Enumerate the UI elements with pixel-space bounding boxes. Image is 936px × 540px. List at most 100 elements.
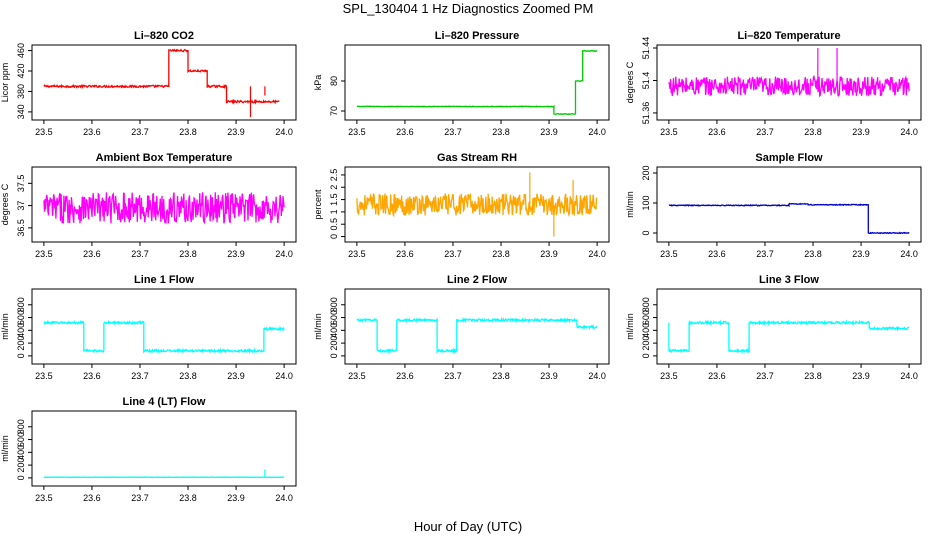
- x-tick-label: 23.9: [227, 249, 245, 259]
- y-tick-label: 400: [16, 445, 26, 460]
- x-tick-label: 23.5: [35, 493, 53, 503]
- chart-panel-9: Line 3 Flow 23.5 23.6 23.7 23.8 23.9 24.0 0 2004…: [625, 274, 922, 381]
- y-tick-label: 2: [329, 185, 339, 190]
- x-tick-label: 23.7: [756, 249, 774, 259]
- x-tick-label: 23.6: [83, 249, 101, 259]
- x-tick-label: 24.0: [900, 371, 918, 381]
- y-tick-label: 800: [329, 297, 339, 312]
- y-axis-label: percent: [313, 189, 323, 220]
- x-tick-label: 23.7: [131, 249, 149, 259]
- panel-title: Li–820 Temperature: [737, 30, 840, 42]
- plot-frame: [31, 166, 297, 243]
- y-tick-label: 200: [641, 336, 651, 351]
- panel-title: Line 3 Flow: [759, 274, 819, 286]
- y-tick-label: 600: [16, 432, 26, 447]
- chart-panel-3: Li–820 Temperature 23.5 23.6 23.7 23.8 23.9 24…: [625, 30, 922, 137]
- chart-panel-4: Ambient Box Temperature 23.5 23.6 23.7 23.8 2…: [0, 152, 297, 259]
- x-tick-label: 23.7: [131, 493, 149, 503]
- chart-panel-2: Li–820 Pressure 23.5 23.6 23.7 23.8 23.9 24.0 7…: [313, 30, 610, 137]
- x-tick-label: 23.5: [348, 249, 366, 259]
- chart-panel-8: Line 2 Flow 23.5 23.6 23.7 23.8 23.9 24.0 0 2004…: [313, 274, 610, 381]
- series-line: [356, 192, 598, 218]
- x-tick-label: 23.5: [660, 127, 678, 137]
- series-line: [668, 202, 910, 235]
- y-tick-label: 200: [16, 458, 26, 473]
- chart-panel-7: Line 1 Flow 23.5 23.6 23.7 23.8 23.9 24.0 0 2004…: [0, 274, 297, 381]
- y-tick-label: 400: [16, 323, 26, 338]
- x-tick-label: 23.8: [804, 371, 822, 381]
- plot-frame: [344, 44, 610, 121]
- y-axis-label: ml/min: [625, 313, 635, 340]
- chart-panels: Li–820 CO2 23.5 23.6 23.7 23.8 23.9 24.0 340 380…: [0, 30, 922, 503]
- y-axis-label: ml/min: [0, 313, 10, 340]
- figure-x-axis-label: Hour of Day (UTC): [414, 519, 522, 534]
- panel-title: Line 4 (LT) Flow: [123, 396, 206, 408]
- y-tick-label: 400: [329, 323, 339, 338]
- series-line: [43, 48, 280, 105]
- series-line: [356, 316, 598, 355]
- x-tick-label: 23.9: [540, 249, 558, 259]
- x-tick-label: 23.5: [348, 127, 366, 137]
- plot-frame: [656, 44, 922, 121]
- y-tick-label: 0: [641, 353, 651, 358]
- y-tick-label: 200: [641, 165, 651, 180]
- plot-frame: [656, 166, 922, 243]
- x-tick-label: 23.9: [852, 371, 870, 381]
- y-tick-label: 1.5: [329, 193, 339, 206]
- x-tick-label: 23.5: [348, 371, 366, 381]
- y-axis-label: ml/min: [313, 313, 323, 340]
- y-axis-label: degrees C: [0, 183, 10, 225]
- x-tick-label: 23.6: [396, 371, 414, 381]
- x-tick-label: 24.0: [275, 127, 293, 137]
- x-tick-label: 23.6: [83, 127, 101, 137]
- y-tick-label: 600: [641, 310, 651, 325]
- y-tick-label: 0: [16, 475, 26, 480]
- y-tick-label: 51.4: [641, 72, 651, 90]
- panel-title: Line 1 Flow: [134, 274, 194, 286]
- y-tick-label: 2.5: [329, 169, 339, 182]
- plot-frame: [31, 288, 297, 365]
- x-tick-label: 23.8: [492, 371, 510, 381]
- panel-title: Gas Stream RH: [437, 152, 517, 164]
- x-tick-label: 23.8: [179, 493, 197, 503]
- x-tick-label: 23.6: [83, 371, 101, 381]
- y-tick-label: 80: [329, 76, 339, 86]
- y-tick-label: 100: [641, 195, 651, 210]
- plot-frame: [656, 288, 922, 365]
- chart-panel-10: Line 4 (LT) Flow 23.5 23.6 23.7 23.8 23.9 24.0…: [0, 396, 297, 503]
- series-line: [668, 319, 910, 354]
- y-tick-label: 1: [329, 209, 339, 214]
- y-tick-label: 200: [329, 336, 339, 351]
- x-tick-label: 23.7: [444, 127, 462, 137]
- plot-frame: [31, 410, 297, 487]
- x-tick-label: 23.5: [660, 371, 678, 381]
- panel-title: Sample Flow: [755, 152, 823, 164]
- x-tick-label: 23.5: [35, 127, 53, 137]
- x-tick-label: 23.8: [804, 127, 822, 137]
- plot-frame: [31, 44, 297, 121]
- y-axis-label: degrees C: [625, 61, 635, 103]
- x-tick-label: 23.7: [444, 249, 462, 259]
- plot-frame: [344, 288, 610, 365]
- x-tick-label: 24.0: [275, 371, 293, 381]
- y-tick-label: 0.5: [329, 218, 339, 231]
- y-tick-label: 340: [16, 104, 26, 119]
- x-tick-label: 23.5: [660, 249, 678, 259]
- chart-panel-5: Gas Stream RH 23.5 23.6 23.7 23.8 23.9 24.0 0 0.…: [313, 152, 610, 259]
- y-axis-label: ml/min: [0, 435, 10, 462]
- y-tick-label: 0: [329, 353, 339, 358]
- y-tick-label: 200: [16, 336, 26, 351]
- y-tick-label: 420: [16, 63, 26, 78]
- x-tick-label: 23.8: [179, 127, 197, 137]
- y-tick-label: 800: [16, 297, 26, 312]
- x-tick-label: 23.5: [35, 249, 53, 259]
- x-tick-label: 23.8: [492, 249, 510, 259]
- y-tick-label: 70: [329, 106, 339, 116]
- y-axis-label: ml/min: [625, 191, 635, 218]
- x-tick-label: 23.9: [852, 249, 870, 259]
- x-tick-label: 23.6: [83, 493, 101, 503]
- x-tick-label: 23.5: [35, 371, 53, 381]
- y-tick-label: 400: [641, 323, 651, 338]
- x-tick-label: 23.9: [540, 371, 558, 381]
